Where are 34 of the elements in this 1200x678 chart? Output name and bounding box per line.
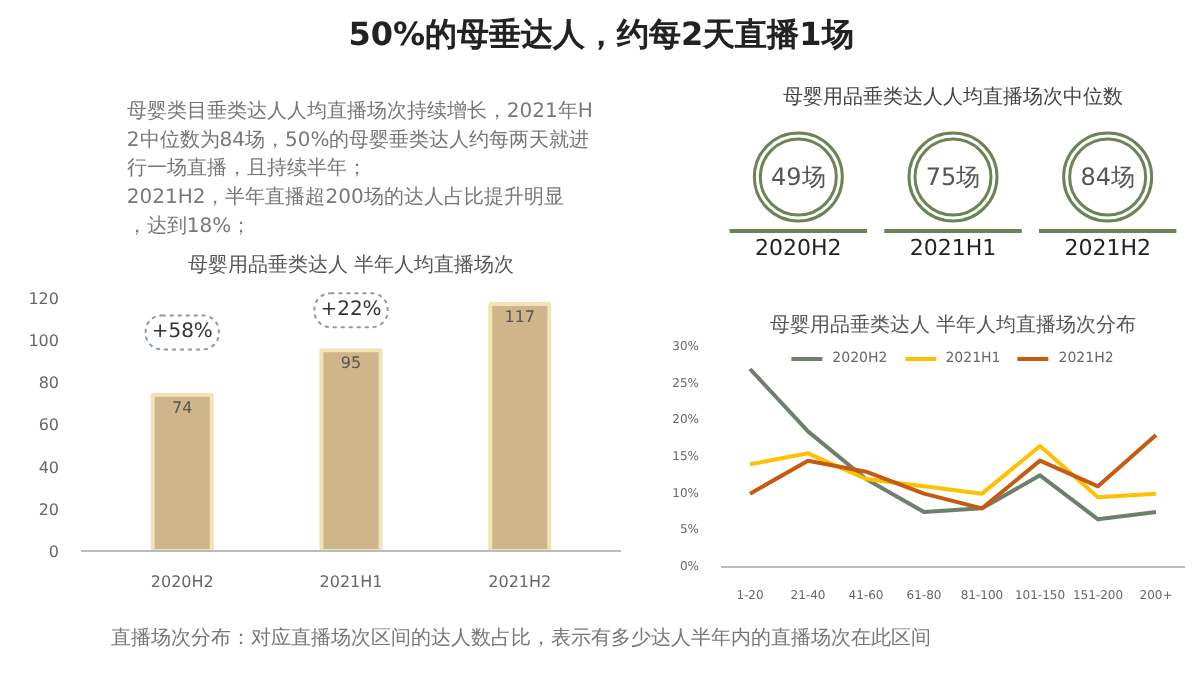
y-tick-label: 40 bbox=[38, 458, 60, 477]
data-label: 117 bbox=[504, 307, 536, 326]
y-tick-label: 100 bbox=[28, 331, 60, 350]
line-series bbox=[748, 433, 1158, 511]
data-label: 95 bbox=[340, 354, 362, 373]
data-label: 74 bbox=[172, 398, 193, 417]
y-tick-label: 60 bbox=[38, 416, 60, 435]
x-tick-label: 2021H2 bbox=[488, 573, 552, 591]
line-series bbox=[748, 444, 1158, 500]
y-tick-label: 80 bbox=[38, 374, 60, 393]
chart-title: 母婴用品垂类达人 半年人均直播场次分布 bbox=[769, 313, 1137, 337]
y-tick-label: 0 bbox=[48, 543, 60, 561]
y-tick-label: 120 bbox=[28, 289, 60, 308]
data-label: 75场 bbox=[925, 163, 981, 191]
category-label: 2021H1 bbox=[909, 235, 997, 261]
text: 直播场次分布：对应直播场次区间的达人数占比，表示有多少达人半年内的直播场次在此区间 bbox=[111, 626, 931, 650]
annotation: +22% bbox=[320, 299, 382, 322]
x-tick-label: 2021H1 bbox=[319, 573, 383, 591]
bar bbox=[150, 392, 214, 551]
x-tick-label: 2020H2 bbox=[150, 573, 214, 591]
annotation: +58% bbox=[151, 321, 213, 344]
line-series bbox=[748, 367, 1158, 522]
category-label: 2021H2 bbox=[1064, 235, 1151, 261]
text: 母婴用品垂类达人人均直播场次中位数 bbox=[783, 85, 1123, 109]
y-tick-label: 20 bbox=[38, 500, 60, 519]
bar bbox=[488, 301, 552, 551]
data-label: 84场 bbox=[1080, 163, 1135, 191]
text: 母婴类目垂类达人人均直播场次持续增长，2021年H2中位数为84场，50%的母婴垂类达人约每两天就进行一场直播，且持续半年； bbox=[126, 99, 593, 181]
category-label: 2020H2 bbox=[755, 235, 842, 261]
bar bbox=[319, 348, 383, 551]
text: 2021H2，半年直播超200场的达人占比提升明显，达到18%； bbox=[126, 185, 564, 238]
data-label: 49场 bbox=[771, 163, 826, 191]
text: 50%的母垂达人，约每2天直播1场 bbox=[348, 15, 854, 53]
chart-title: 母婴用品垂类达人 半年人均直播场次 bbox=[187, 253, 515, 277]
